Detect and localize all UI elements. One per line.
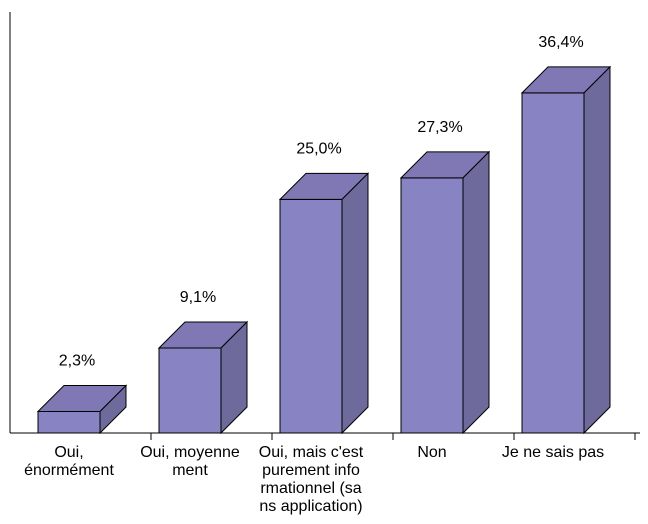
bar-2-front xyxy=(158,347,222,434)
bar-5-side xyxy=(583,65,611,435)
bar-5-front xyxy=(521,92,585,434)
value-label-3: 25,0% xyxy=(296,140,341,157)
bar-1-front xyxy=(37,411,101,434)
bars-group xyxy=(36,65,636,440)
value-label-2: 9,1% xyxy=(180,289,216,306)
value-labels-group: 2,3% 9,1% 25,0% 27,3% 36,4% xyxy=(59,34,584,370)
category-label-3: Oui, mais c'est purement info rmationnel (… xyxy=(259,444,364,515)
value-label-5: 36,4% xyxy=(538,34,583,51)
value-label-1: 2,3% xyxy=(59,353,95,370)
category-label-4: Non xyxy=(417,444,446,461)
bar-4-front xyxy=(400,177,464,434)
bar-3-side xyxy=(341,172,369,435)
bar-4-side xyxy=(462,150,490,435)
category-label-1: Oui, énormément xyxy=(24,444,114,479)
category-label-5: Je ne sais pas xyxy=(502,444,604,461)
bar-3-front xyxy=(279,198,343,434)
value-label-4: 27,3% xyxy=(417,119,462,136)
bar-2-side xyxy=(220,320,248,435)
category-labels-group: Oui, énormément Oui, moyenne ment Oui, mais … xyxy=(24,444,604,515)
category-label-2: Oui, moyenne ment xyxy=(140,444,240,479)
bar-1-side xyxy=(99,384,127,435)
